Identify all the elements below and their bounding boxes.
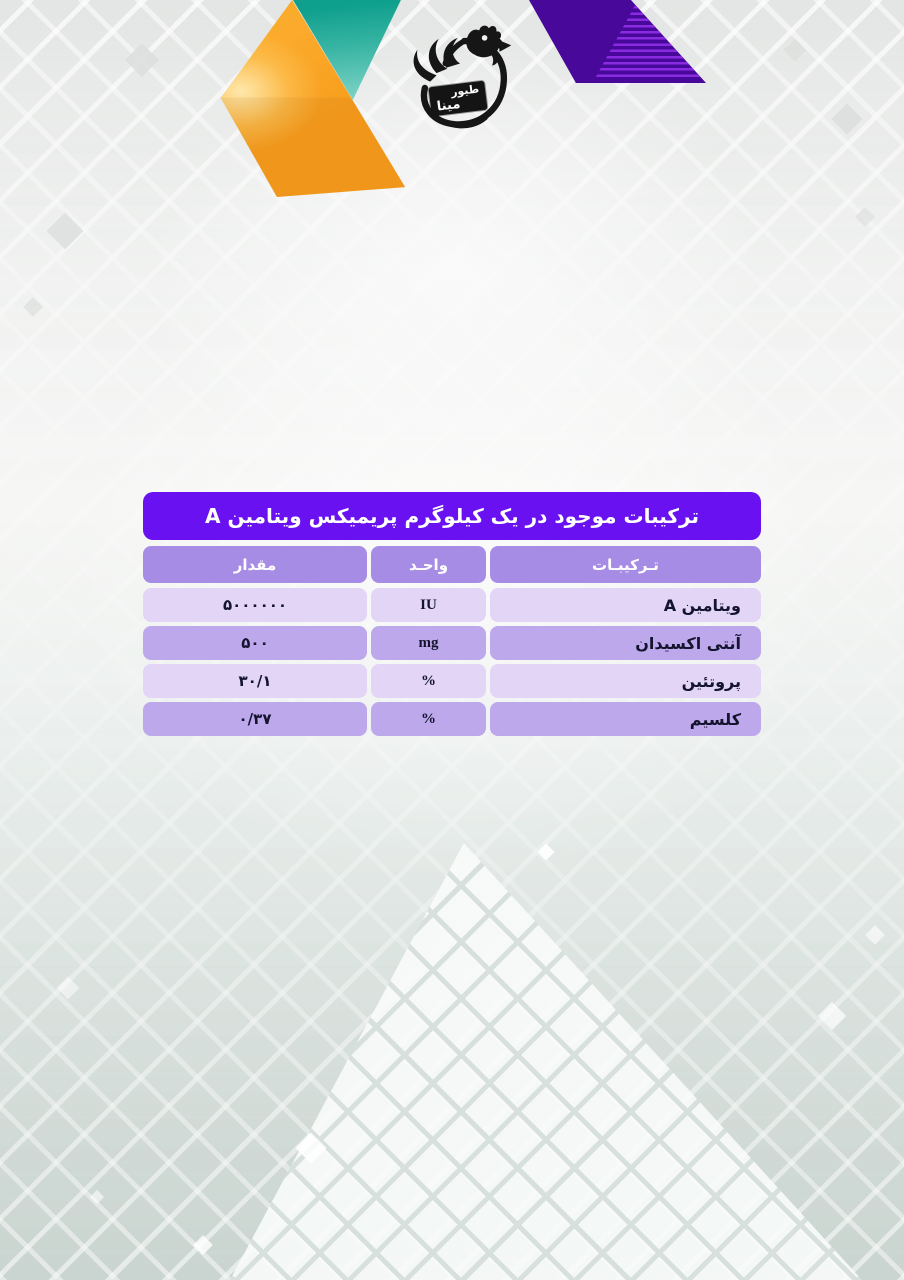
cell-unit: IU [371, 588, 486, 622]
cell-amount: ۵۰۰ [143, 626, 367, 660]
cell-name: پروتئین [490, 664, 761, 698]
table-row: ۵۰۰۰۰۰۰ IU ویتامین A [143, 588, 761, 622]
cell-unit: mg [371, 626, 486, 660]
cell-amount: ۳۰/۱ [143, 664, 367, 698]
cell-amount: ۵۰۰۰۰۰۰ [143, 588, 367, 622]
logo-text-mina: مینا [435, 96, 462, 115]
cell-unit: % [371, 664, 486, 698]
cell-amount: ۰/۳۷ [143, 702, 367, 736]
table-row: ۰/۳۷ % کلسیم [143, 702, 761, 736]
cell-name: آنتی اکسیدان [490, 626, 761, 660]
cell-unit: % [371, 702, 486, 736]
column-header-amount: مقدار [143, 546, 367, 583]
composition-table: ترکیبات موجود در یک کیلوگرم پریمیکس ویتا… [143, 492, 761, 740]
table-title: ترکیبات موجود در یک کیلوگرم پریمیکس ویتا… [143, 492, 761, 540]
cell-name: ویتامین A [490, 588, 761, 622]
brand-logo: طیور مینا [400, 24, 518, 152]
table-row: ۵۰۰ mg آنتی اکسیدان [143, 626, 761, 660]
cell-name: کلسیم [490, 702, 761, 736]
column-header-unit: واحـد [371, 546, 486, 583]
table-header-row: مقدار واحـد تـرکیبـات [143, 546, 761, 583]
table-row: ۳۰/۱ % پروتئین [143, 664, 761, 698]
column-header-composition: تـرکیبـات [490, 546, 761, 583]
